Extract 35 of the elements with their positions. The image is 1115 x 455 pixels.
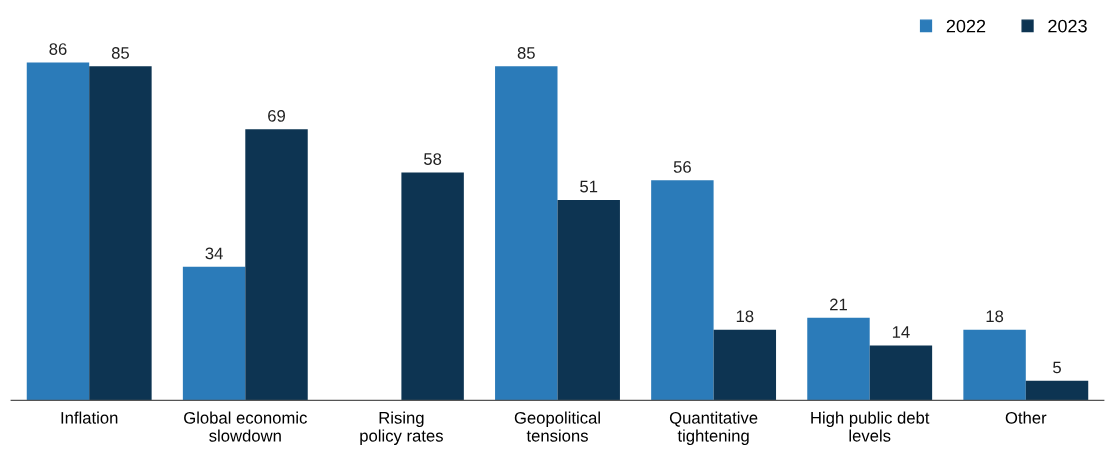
bar [557,199,620,401]
bar [713,329,777,401]
x-tick-label: Global economic slowdown [184,411,307,442]
data-label: 86 [49,43,67,55]
data-label: 56 [673,161,691,173]
x-tick-label: Quantitative tightening [669,411,758,445]
data-label: 85 [517,47,535,59]
data-label: 21 [830,298,847,311]
legend-label: 2023 [1048,19,1087,33]
data-label: 5 [1053,361,1061,374]
legend-label: 2022 [946,19,986,33]
bar [869,345,933,401]
data-label: 58 [424,153,442,165]
data-label: 14 [892,326,910,338]
bar [651,180,714,401]
data-label: 69 [268,109,285,122]
bar [182,266,246,401]
x-tick-label: High public debt levels [811,411,930,442]
x-tick-label: Rising policy rates [360,411,443,445]
data-label: 18 [736,310,754,323]
bar [26,62,90,401]
bar [401,172,464,401]
x-tick-label: Other [1005,411,1047,424]
x-tick-label: Inflation [61,411,118,424]
data-label: 51 [580,180,598,193]
bar [807,317,870,401]
bar [963,329,1026,401]
bar [89,66,152,401]
bar [1025,380,1089,401]
x-tick-label: Geopolitical tensions [514,411,600,442]
data-label: 18 [986,310,1004,323]
data-label: 34 [205,247,223,260]
bar [245,129,308,401]
data-label: 85 [111,47,129,59]
bar [495,66,558,401]
